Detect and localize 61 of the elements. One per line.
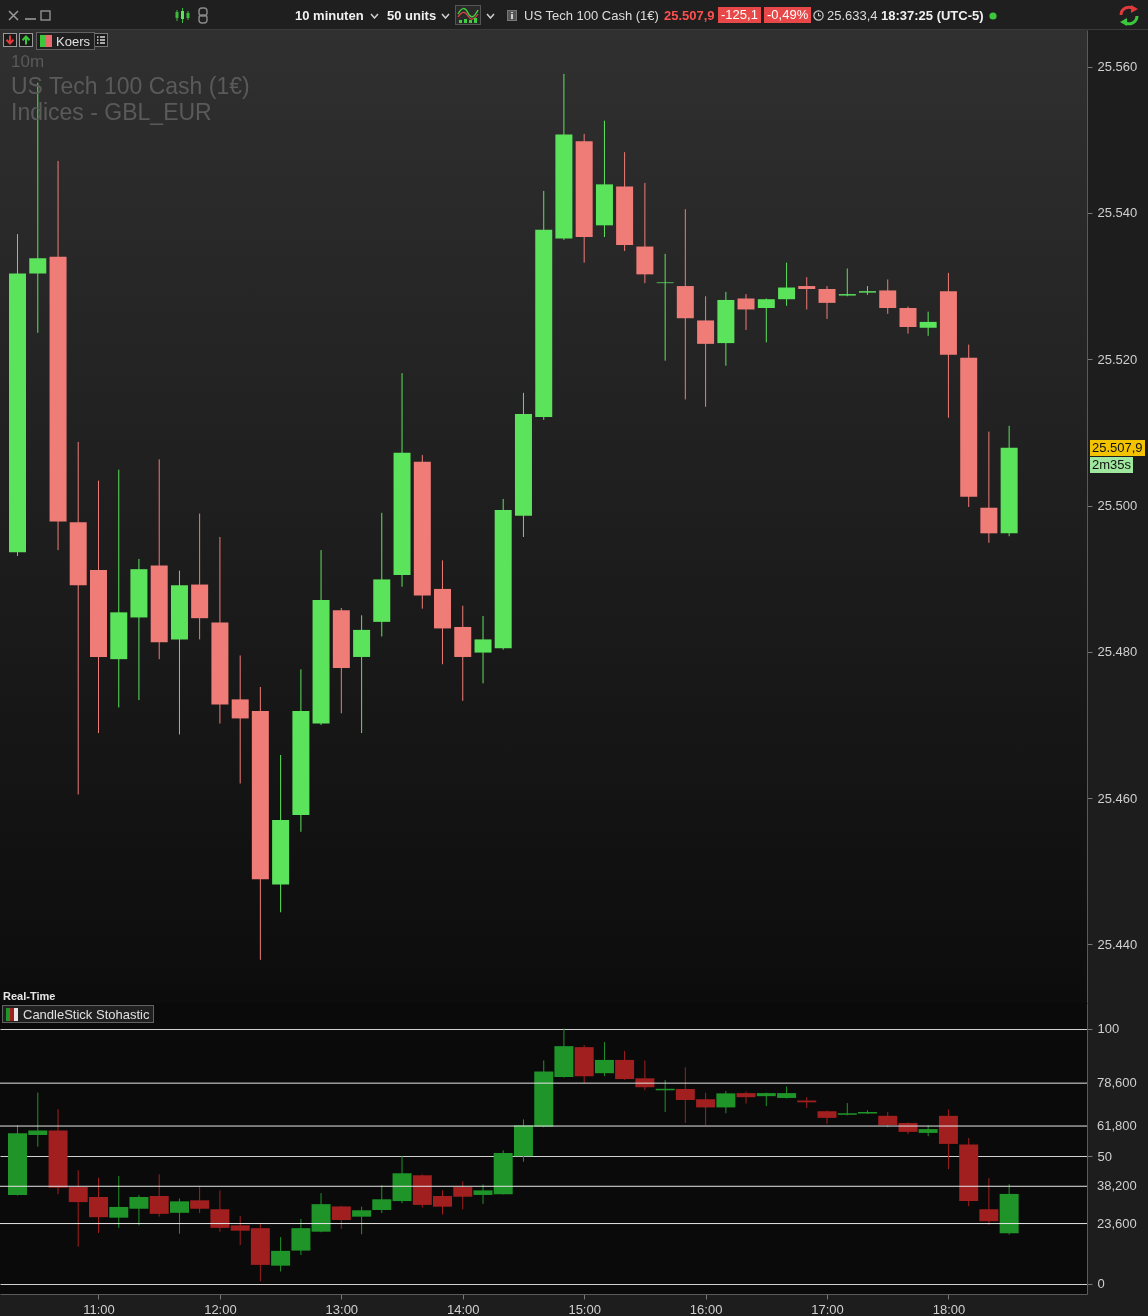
- y-tick-label: 0: [1097, 1276, 1105, 1292]
- text: 25.507,9: [664, 8, 715, 23]
- y-tick-label: 100: [1097, 1021, 1120, 1037]
- y-tick-label: 25.480: [1097, 644, 1138, 660]
- candlestick: [697, 295, 715, 408]
- x-tick-label: 17:00: [811, 1301, 844, 1316]
- annotation: Real-Time: [3, 990, 56, 1002]
- ref-line-label: 78,600: [1097, 1075, 1137, 1091]
- x-tick-label: 18:00: [932, 1301, 966, 1316]
- candlestick: [716, 1090, 736, 1114]
- candlestick: [352, 1206, 372, 1235]
- x-tick-label: 11:00: [83, 1301, 115, 1316]
- x-tick-label: 16:00: [689, 1301, 723, 1316]
- text: 10 minuten: [295, 8, 364, 23]
- text: 25.507,9: [1090, 439, 1145, 456]
- candlestick: [979, 1177, 999, 1226]
- text: -125,1: [718, 7, 761, 23]
- text: 50 units: [387, 8, 437, 23]
- chart-title: CandleStick Stohastic: [23, 1006, 150, 1022]
- annotation: Koers: [56, 33, 90, 49]
- text: 18:37:25 (UTC-5): [881, 8, 984, 23]
- candlestick: [899, 306, 917, 335]
- candlestick: [149, 1173, 169, 1218]
- text: 2m35s: [1090, 456, 1134, 473]
- candlestick: [474, 615, 492, 684]
- candlestick: [190, 1185, 210, 1214]
- candlestick: [231, 655, 249, 785]
- y-tick-label: 25.540: [1097, 205, 1138, 221]
- ref-line-label: 61,800: [1097, 1118, 1137, 1134]
- ref-line-label: 23,600: [1097, 1215, 1137, 1231]
- y-tick-label: 25.460: [1097, 790, 1138, 806]
- candlestick: [169, 1198, 189, 1235]
- text: US Tech 100 Cash (1€): [524, 8, 659, 23]
- x-tick-label: 13:00: [325, 1301, 359, 1316]
- candlestick: [879, 278, 897, 315]
- y-tick-label: 50: [1097, 1148, 1112, 1164]
- y-tick-label: 25.440: [1097, 936, 1138, 952]
- candlestick: [291, 1218, 311, 1256]
- x-tick-label: 14:00: [446, 1301, 480, 1316]
- candlestick: [271, 1236, 291, 1273]
- candlestick: [798, 276, 816, 310]
- x-tick-label: 12:00: [204, 1301, 237, 1316]
- x-tick-label: 15:00: [568, 1301, 601, 1316]
- candlestick: [656, 253, 674, 362]
- candlestick: [594, 1041, 614, 1077]
- candlestick: [737, 293, 755, 331]
- candlestick: [736, 1091, 756, 1105]
- candlestick: [778, 262, 796, 307]
- candlestick: [817, 1109, 837, 1125]
- candlestick: [757, 297, 775, 343]
- candlestick: [372, 1184, 392, 1214]
- candlestick: [919, 311, 937, 337]
- y-tick-label: 25.500: [1097, 498, 1138, 514]
- candlestick: [818, 285, 836, 320]
- candlestick: [838, 267, 856, 297]
- y-tick-label: 25.560: [1097, 59, 1138, 75]
- candlestick: [210, 1189, 230, 1233]
- text: 25.633,4: [827, 8, 878, 23]
- ref-line-label: 38,200: [1097, 1178, 1137, 1194]
- y-tick-label: 25.520: [1097, 351, 1138, 367]
- text: -0,49%: [764, 7, 812, 23]
